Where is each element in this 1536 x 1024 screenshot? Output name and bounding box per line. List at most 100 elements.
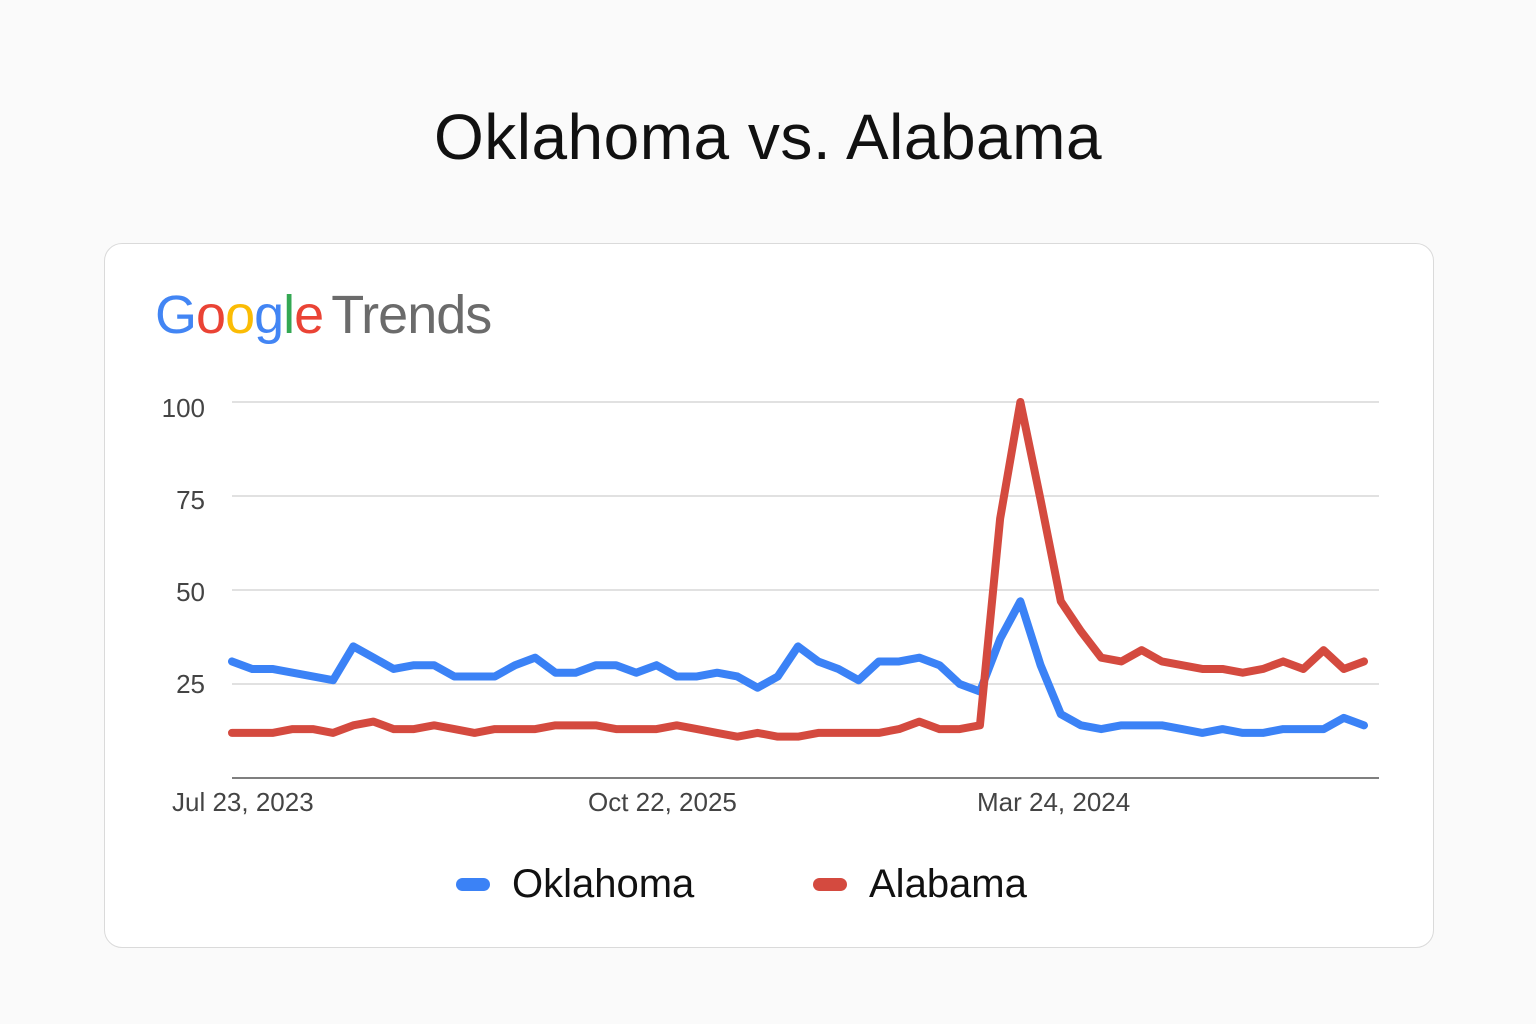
data-point-oklahoma <box>635 672 637 674</box>
data-point-oklahoma <box>312 675 314 677</box>
data-point-alabama <box>656 728 657 730</box>
data-point-oklahoma <box>676 675 678 677</box>
x-tick-label: Jul 23, 2023 <box>172 787 314 817</box>
data-point-alabama <box>898 728 900 730</box>
data-point-oklahoma <box>494 675 496 677</box>
data-point-oklahoma <box>1040 664 1042 666</box>
data-point-oklahoma <box>736 675 738 677</box>
logo-letter: G <box>155 285 197 345</box>
data-point-oklahoma <box>615 664 617 666</box>
data-point-alabama <box>514 728 516 730</box>
data-point-alabama <box>352 724 354 726</box>
series-line-alabama <box>228 398 1368 741</box>
data-point-oklahoma <box>1141 724 1143 726</box>
data-point-alabama <box>554 724 556 726</box>
data-point-alabama <box>1302 668 1304 670</box>
data-point-alabama <box>959 728 961 730</box>
logo-trends: Trends <box>331 285 492 345</box>
data-point-alabama <box>1242 672 1244 674</box>
legend-label: Oklahoma <box>512 862 695 906</box>
data-point-oklahoma <box>413 664 415 666</box>
data-point-alabama <box>979 724 981 726</box>
data-point-alabama <box>736 736 738 738</box>
data-point-alabama <box>1019 401 1021 403</box>
data-point-alabama <box>696 728 698 730</box>
data-point-alabama <box>777 736 779 738</box>
data-point-oklahoma <box>231 660 233 662</box>
data-point-alabama <box>837 732 839 734</box>
data-point-oklahoma <box>1242 732 1244 734</box>
data-point-oklahoma <box>837 668 839 670</box>
data-point-alabama <box>231 732 233 734</box>
data-point-oklahoma <box>352 645 354 647</box>
data-point-alabama <box>1060 600 1062 602</box>
legend-label: Alabama <box>869 862 1027 906</box>
data-point-alabama <box>1201 668 1203 670</box>
data-point-alabama <box>999 518 1001 520</box>
data-point-oklahoma <box>858 679 860 681</box>
data-point-alabama <box>413 728 415 730</box>
data-point-alabama <box>1282 660 1284 662</box>
data-point-alabama <box>676 724 678 726</box>
data-point-oklahoma <box>1282 728 1284 730</box>
data-point-alabama <box>595 724 597 726</box>
data-point-alabama <box>635 728 637 730</box>
data-point-oklahoma <box>292 672 294 674</box>
data-point-alabama <box>797 736 799 738</box>
data-point-oklahoma <box>1201 732 1203 734</box>
data-point-alabama <box>1040 499 1042 501</box>
oklahoma-swatch-icon <box>456 878 490 891</box>
data-point-oklahoma <box>474 675 476 677</box>
data-point-oklahoma <box>999 638 1001 640</box>
data-point-alabama <box>939 728 940 730</box>
data-point-oklahoma <box>251 668 253 670</box>
data-point-alabama <box>474 732 476 734</box>
data-point-alabama <box>817 732 819 734</box>
data-point-oklahoma <box>514 664 516 666</box>
y-tick-label: 50 <box>176 577 205 607</box>
data-point-oklahoma <box>939 664 940 666</box>
data-point-oklahoma <box>575 672 577 674</box>
data-point-alabama <box>1141 649 1143 651</box>
data-point-alabama <box>1323 649 1325 651</box>
data-point-oklahoma <box>1363 724 1365 726</box>
logo-letter: o <box>225 285 255 345</box>
data-point-oklahoma <box>1323 728 1325 730</box>
data-point-alabama <box>393 728 395 730</box>
data-point-oklahoma <box>797 645 799 647</box>
data-point-oklahoma <box>1080 724 1082 726</box>
data-point-oklahoma <box>1302 728 1304 730</box>
legend-item-alabama: Alabama <box>813 862 1027 907</box>
data-point-oklahoma <box>777 675 779 677</box>
data-point-alabama <box>878 732 880 734</box>
logo-letter: l <box>283 285 295 345</box>
data-point-alabama <box>453 728 455 730</box>
data-point-alabama <box>1343 668 1345 670</box>
legend-item-oklahoma: Oklahoma <box>456 862 694 907</box>
data-point-oklahoma <box>898 660 900 662</box>
data-point-alabama <box>716 732 718 734</box>
data-point-oklahoma <box>453 675 455 677</box>
data-point-oklahoma <box>1100 728 1102 730</box>
data-point-oklahoma <box>918 657 920 659</box>
data-point-oklahoma <box>696 675 698 677</box>
x-tick-label: Oct 22, 2025 <box>588 787 737 817</box>
data-point-alabama <box>1181 664 1183 666</box>
alabama-swatch-icon <box>813 878 847 891</box>
data-point-oklahoma <box>373 657 374 659</box>
data-point-alabama <box>1080 630 1082 632</box>
data-point-alabama <box>1161 660 1163 662</box>
data-point-oklahoma <box>757 687 759 689</box>
data-point-oklahoma <box>332 679 334 681</box>
data-point-oklahoma <box>271 668 273 670</box>
chart-card <box>104 243 1434 948</box>
y-tick-label: 100 <box>162 393 205 423</box>
data-point-oklahoma <box>433 664 435 666</box>
data-point-oklahoma <box>595 664 597 666</box>
data-point-alabama <box>433 724 435 726</box>
data-point-oklahoma <box>1262 732 1264 734</box>
data-point-alabama <box>271 732 273 734</box>
data-point-oklahoma <box>393 668 395 670</box>
data-point-alabama <box>918 721 920 723</box>
data-point-oklahoma <box>554 672 556 674</box>
